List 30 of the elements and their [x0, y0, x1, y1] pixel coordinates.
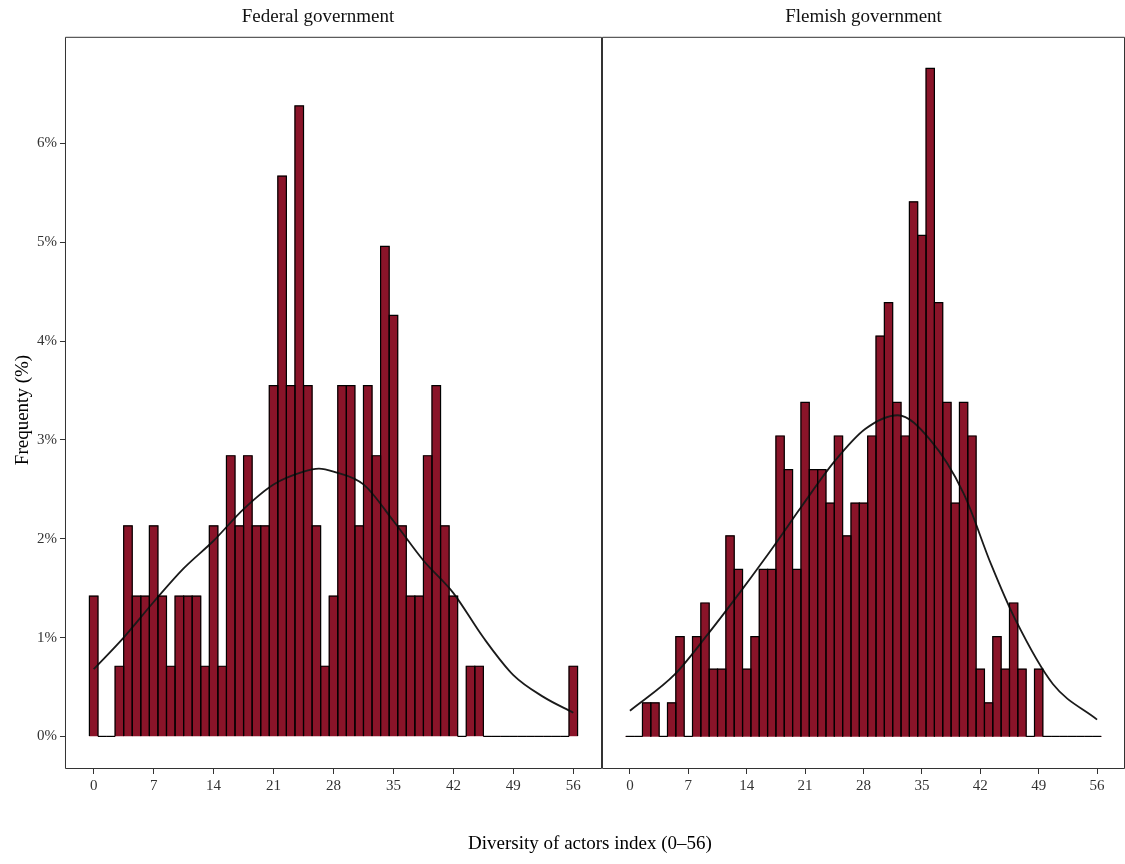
x-tick-label: 7	[684, 776, 693, 793]
line-series	[92, 467, 575, 714]
x-tick-label: 49	[505, 776, 521, 793]
x-tick-label: 0	[89, 776, 98, 793]
chart-title: Federal government	[241, 5, 395, 27]
y-tick-label: 3%	[37, 430, 57, 447]
y-axis-title: Frequenty (%)	[11, 354, 33, 466]
chart-title: Flemish government	[785, 5, 943, 27]
x-tick-label: 0	[626, 776, 634, 793]
y-tick-label: 0%	[37, 727, 57, 744]
x-tick-label: 49	[1031, 776, 1047, 793]
x-tick-label: 56	[565, 776, 582, 793]
y-tick-label: 2%	[37, 529, 57, 546]
y-tick-label: 4%	[37, 332, 57, 349]
x-tick-label: 35	[914, 776, 930, 793]
x-tick-label: 14	[739, 776, 755, 793]
y-tick-label: 1%	[37, 628, 57, 645]
y-tick-label: 5%	[37, 233, 57, 250]
x-tick-label: 21	[797, 776, 813, 793]
x-tick-label: 7	[149, 776, 158, 793]
x-tick-label: 42	[972, 776, 988, 793]
x-axis-title: Diversity of actors index (0–56)	[468, 832, 712, 854]
x-tick-label: 14	[206, 776, 222, 793]
y-tick-label: 6%	[37, 134, 57, 151]
x-tick-label: 28	[326, 776, 341, 793]
x-tick-label: 28	[856, 776, 871, 793]
x-tick-label: 56	[1089, 776, 1106, 793]
x-tick-label: 21	[266, 776, 282, 793]
x-tick-label: 35	[385, 776, 401, 793]
x-tick-label: 42	[445, 776, 461, 793]
